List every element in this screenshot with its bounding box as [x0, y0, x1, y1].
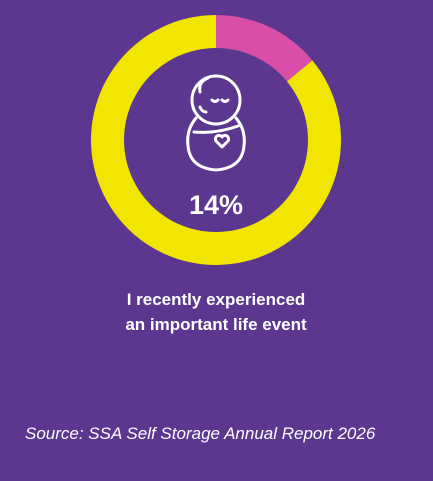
baby-icon [186, 74, 246, 172]
center-label: 14% [189, 190, 243, 220]
caption: I recently experienced an important life… [125, 290, 307, 334]
source: Source: SSA Self Storage Annual Report 2… [25, 424, 376, 443]
donut-segment [216, 15, 313, 82]
